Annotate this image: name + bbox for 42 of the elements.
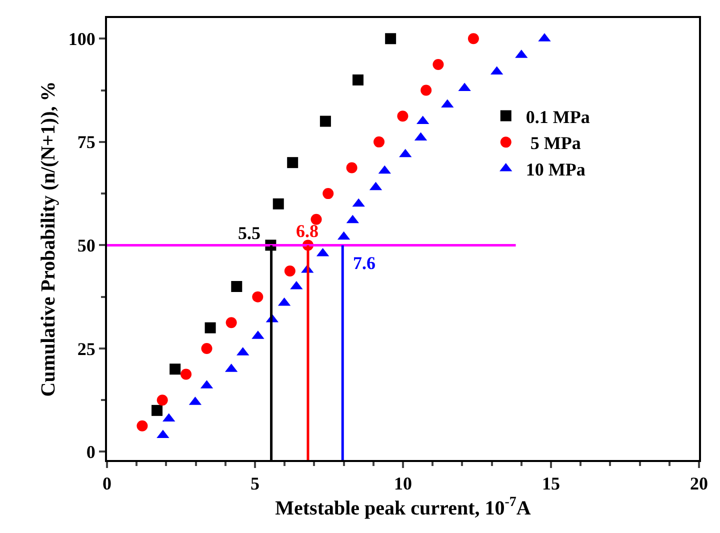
y-tick-label: 0 [86, 442, 96, 462]
point [397, 110, 408, 122]
x-tick-label: 5 [250, 474, 260, 494]
point [420, 84, 432, 96]
y-tick-label: 50 [77, 236, 96, 256]
x-axis-title: Metstable peak current, 10$^{-7}$A [275, 495, 532, 520]
point [272, 198, 284, 210]
point [287, 157, 298, 168]
series-label: 6.8 [296, 221, 318, 241]
x-tick-label: 0 [102, 474, 112, 494]
point [468, 33, 479, 44]
point [320, 116, 331, 127]
legend-label: 0.1 MPa [526, 106, 590, 127]
point [170, 364, 181, 375]
legend-label: 5 MPa [526, 133, 581, 154]
point [226, 317, 237, 328]
point [136, 420, 148, 432]
x-tick-label: 15 [542, 474, 560, 494]
legend-label: 10 MPa [526, 160, 586, 180]
point [284, 266, 296, 277]
point [352, 74, 364, 86]
point [346, 162, 358, 174]
point [152, 404, 163, 416]
y-tick-label: 75 [77, 132, 96, 152]
point [201, 342, 212, 354]
series-label: 7.6 [353, 253, 376, 273]
point [231, 281, 242, 292]
point [180, 368, 192, 380]
point [156, 394, 168, 406]
point [310, 214, 322, 225]
y-tick-label: 100 [68, 28, 96, 49]
y-tick-label: 25 [77, 338, 96, 359]
y-axis-title: Cumulative Probability (n/(N+1)), % [37, 81, 60, 397]
series-label: 5.5 [238, 223, 260, 243]
x-tick-label: 10 [394, 474, 412, 494]
point [322, 188, 334, 200]
point [432, 58, 444, 70]
point [374, 136, 385, 148]
point [204, 322, 216, 334]
point [252, 291, 264, 302]
x-tick-label: 20 [690, 474, 708, 494]
point [385, 33, 396, 44]
